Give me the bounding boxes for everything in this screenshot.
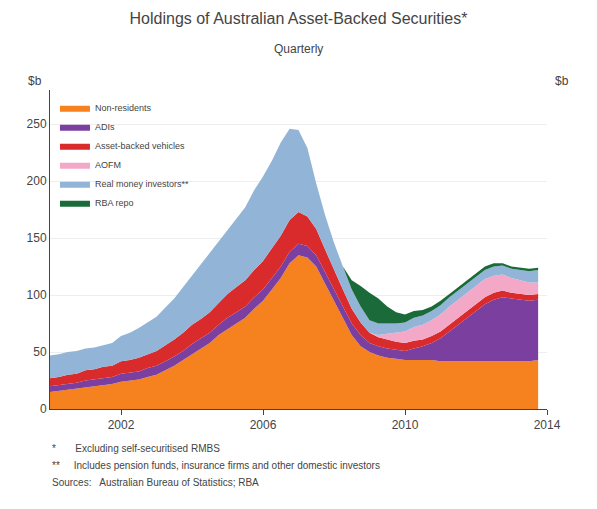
svg-text:2006: 2006 — [250, 418, 277, 432]
svg-text:2010: 2010 — [392, 418, 419, 432]
svg-text:2002: 2002 — [108, 418, 135, 432]
svg-text:100: 100 — [27, 288, 47, 302]
svg-text:* Excluding self-securit: * Excluding self-securitised RMBS — [52, 443, 220, 454]
svg-text:AOFM: AOFM — [95, 160, 121, 170]
svg-text:$b: $b — [555, 74, 569, 88]
svg-text:Real money investors**: Real money investors** — [95, 179, 189, 189]
svg-text:** Includes pension funds,: ** Includes pension funds, insurance fir… — [52, 460, 380, 471]
svg-text:50: 50 — [33, 345, 47, 359]
svg-text:200: 200 — [27, 174, 47, 188]
svg-text:2014: 2014 — [534, 418, 561, 432]
svg-text:$b: $b — [28, 74, 42, 88]
svg-text:Asset-backed vehicles: Asset-backed vehicles — [95, 141, 185, 151]
svg-text:0: 0 — [40, 402, 47, 416]
svg-text:Quarterly: Quarterly — [274, 42, 323, 56]
svg-text:250: 250 — [27, 117, 47, 131]
svg-text:Non-residents: Non-residents — [95, 103, 152, 113]
svg-text:RBA repo: RBA repo — [95, 198, 134, 208]
svg-text:Sources: Australian Bureau o: Sources: Australian Bureau of Statistics… — [52, 477, 259, 488]
svg-text:150: 150 — [27, 231, 47, 245]
svg-text:ADIs: ADIs — [95, 122, 115, 132]
svg-text:Holdings of Australian Asset-B: Holdings of Australian Asset-Backed Secu… — [130, 10, 468, 27]
